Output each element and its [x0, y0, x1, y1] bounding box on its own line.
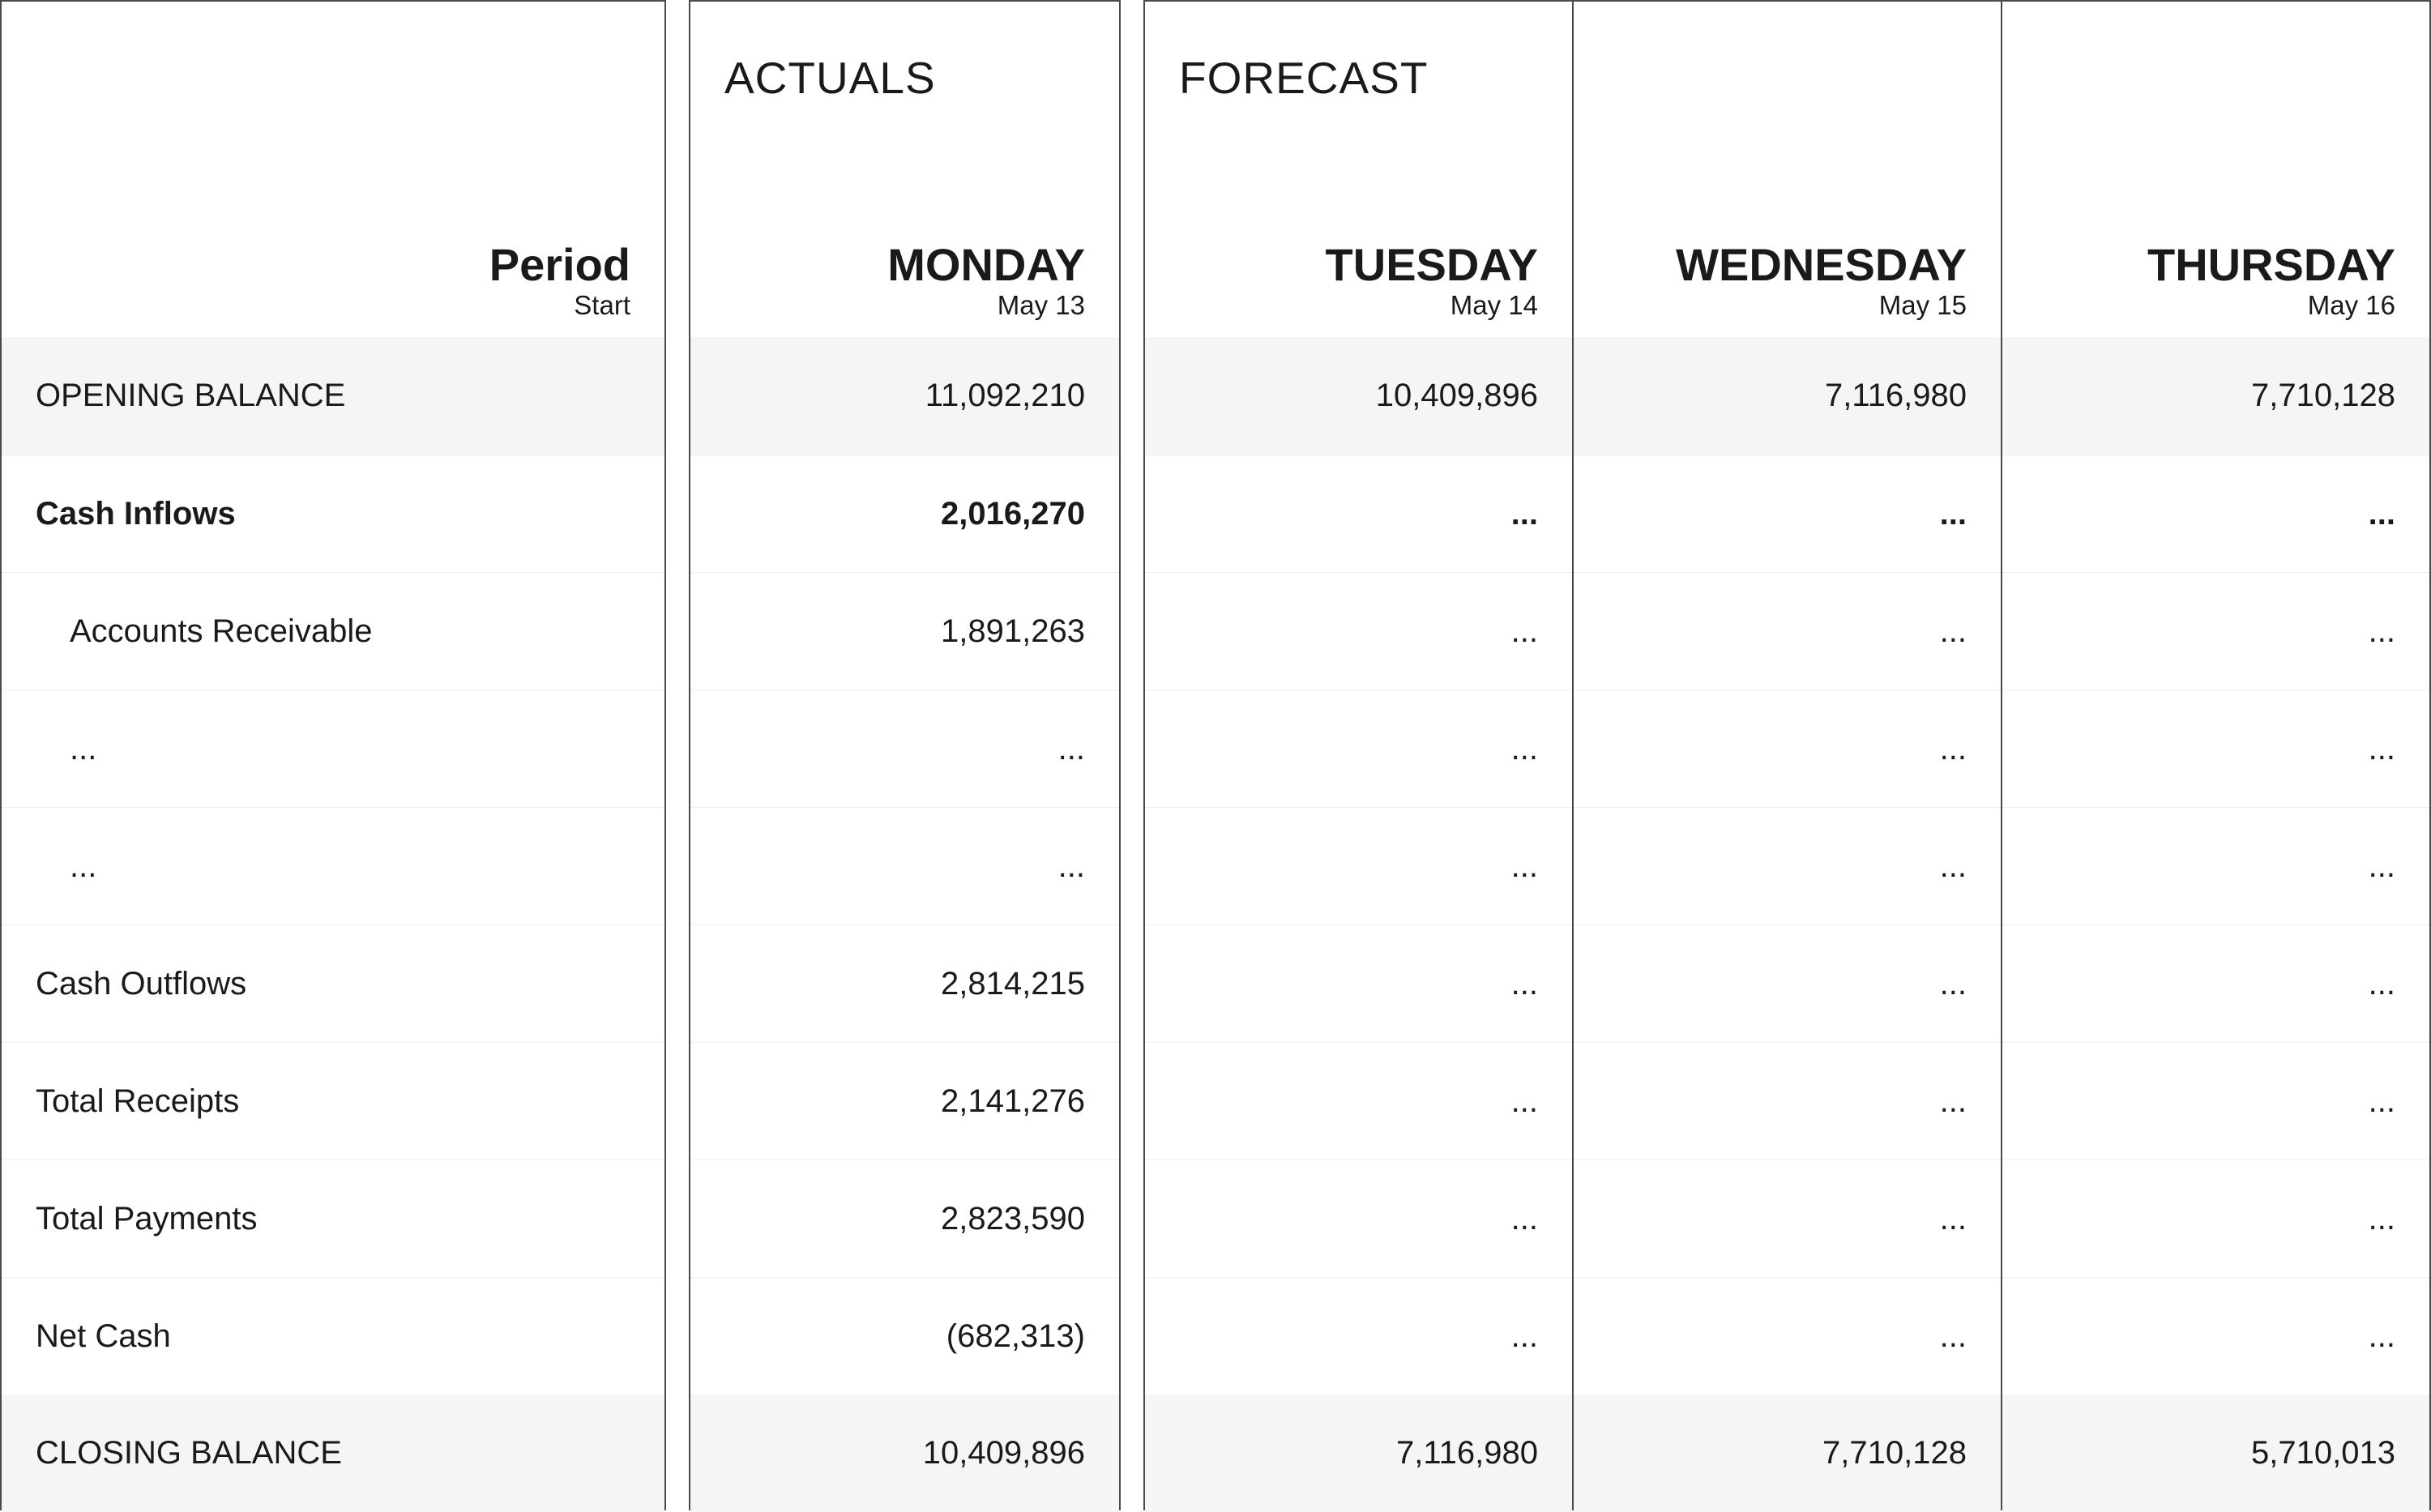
cell-placeholder-1[interactable]: ... [1145, 690, 1572, 807]
period-subtitle: Start [574, 290, 630, 320]
actuals-panel: ACTUALS MONDAY May 13 11,092,210 2,016,2… [689, 0, 1121, 1512]
day-column-thursday: THURSDAY May 16 7,710,128 ... ... ... ..… [2001, 2, 2429, 1512]
cell-net-cash[interactable]: ... [1574, 1277, 2001, 1395]
cell-placeholder-2[interactable]: ... [1145, 807, 1572, 925]
cell-total-receipts[interactable]: ... [1574, 1042, 2001, 1160]
row-label-placeholder-1[interactable]: ... [2, 690, 664, 807]
column-header: FORECAST TUESDAY May 14 [1145, 2, 1572, 337]
cell-cash-inflows[interactable]: ... [2002, 455, 2429, 572]
row-labels-column: Period Start OPENING BALANCE Cash Inflow… [2, 2, 664, 1512]
row-label-total-receipts[interactable]: Total Receipts [2, 1042, 664, 1160]
cell-accounts-receivable[interactable]: 1,891,263 [690, 572, 1119, 690]
day-label: MONDAY [887, 239, 1085, 290]
cell-placeholder-1[interactable]: ... [1574, 690, 2001, 807]
row-label-accounts-receivable[interactable]: Accounts Receivable [2, 572, 664, 690]
actuals-section-title: ACTUALS [724, 53, 936, 103]
cell-cash-inflows[interactable]: 2,016,270 [690, 455, 1119, 572]
day-column-monday: ACTUALS MONDAY May 13 11,092,210 2,016,2… [690, 2, 1119, 1512]
row-label-cash-outflows[interactable]: Cash Outflows [2, 925, 664, 1042]
cell-cash-inflows[interactable]: ... [1574, 455, 2001, 572]
cell-accounts-receivable[interactable]: ... [1145, 572, 1572, 690]
cell-cash-outflows[interactable]: 2,814,215 [690, 925, 1119, 1042]
cell-total-payments[interactable]: ... [1145, 1160, 1572, 1277]
column-header: WEDNESDAY May 15 [1574, 2, 2001, 337]
cell-placeholder-2[interactable]: ... [2002, 807, 2429, 925]
row-label-opening-balance[interactable]: OPENING BALANCE [2, 337, 664, 455]
cell-total-receipts[interactable]: 2,141,276 [690, 1042, 1119, 1160]
date-label: May 14 [1450, 290, 1538, 320]
cell-total-payments[interactable]: ... [1574, 1160, 2001, 1277]
cell-placeholder-1[interactable]: ... [2002, 690, 2429, 807]
column-header: ACTUALS MONDAY May 13 [690, 2, 1119, 337]
cell-accounts-receivable[interactable]: ... [2002, 572, 2429, 690]
cell-closing-balance[interactable]: 7,710,128 [1574, 1395, 2001, 1512]
cell-net-cash[interactable]: ... [2002, 1277, 2429, 1395]
cell-cash-inflows[interactable]: ... [1145, 455, 1572, 572]
cell-closing-balance[interactable]: 7,116,980 [1145, 1395, 1572, 1512]
cell-net-cash[interactable]: ... [1145, 1277, 1572, 1395]
cell-net-cash[interactable]: (682,313) [690, 1277, 1119, 1395]
row-labels-panel: Period Start OPENING BALANCE Cash Inflow… [0, 0, 666, 1512]
cell-placeholder-2[interactable]: ... [690, 807, 1119, 925]
period-title: Period [489, 239, 630, 290]
cell-closing-balance[interactable]: 5,710,013 [2002, 1395, 2429, 1512]
date-label: May 15 [1878, 290, 1967, 320]
cell-closing-balance[interactable]: 10,409,896 [690, 1395, 1119, 1512]
cell-placeholder-1[interactable]: ... [690, 690, 1119, 807]
cell-opening-balance[interactable]: 10,409,896 [1145, 337, 1572, 455]
cell-accounts-receivable[interactable]: ... [1574, 572, 2001, 690]
day-column-tuesday: FORECAST TUESDAY May 14 10,409,896 ... .… [1145, 2, 1572, 1512]
cell-cash-outflows[interactable]: ... [2002, 925, 2429, 1042]
cell-total-receipts[interactable]: ... [1145, 1042, 1572, 1160]
row-label-net-cash[interactable]: Net Cash [2, 1277, 664, 1395]
period-header: Period Start [2, 2, 664, 337]
forecast-panel: FORECAST TUESDAY May 14 10,409,896 ... .… [1143, 0, 2431, 1512]
day-column-wednesday: WEDNESDAY May 15 7,116,980 ... ... ... .… [1572, 2, 2001, 1512]
date-label: May 16 [2307, 290, 2395, 320]
forecast-section-title: FORECAST [1179, 53, 1429, 103]
day-label: THURSDAY [2147, 239, 2395, 290]
cell-opening-balance[interactable]: 11,092,210 [690, 337, 1119, 455]
cell-placeholder-2[interactable]: ... [1574, 807, 2001, 925]
day-label: WEDNESDAY [1676, 239, 1967, 290]
column-header: THURSDAY May 16 [2002, 2, 2429, 337]
cell-opening-balance[interactable]: 7,710,128 [2002, 337, 2429, 455]
date-label: May 13 [997, 290, 1085, 320]
cell-total-receipts[interactable]: ... [2002, 1042, 2429, 1160]
row-label-placeholder-2[interactable]: ... [2, 807, 664, 925]
row-label-total-payments[interactable]: Total Payments [2, 1160, 664, 1277]
cell-cash-outflows[interactable]: ... [1145, 925, 1572, 1042]
row-label-closing-balance[interactable]: CLOSING BALANCE [2, 1395, 664, 1512]
cell-total-payments[interactable]: ... [2002, 1160, 2429, 1277]
cell-cash-outflows[interactable]: ... [1574, 925, 2001, 1042]
day-label: TUESDAY [1325, 239, 1538, 290]
cell-total-payments[interactable]: 2,823,590 [690, 1160, 1119, 1277]
row-label-cash-inflows[interactable]: Cash Inflows [2, 455, 664, 572]
cell-opening-balance[interactable]: 7,116,980 [1574, 337, 2001, 455]
